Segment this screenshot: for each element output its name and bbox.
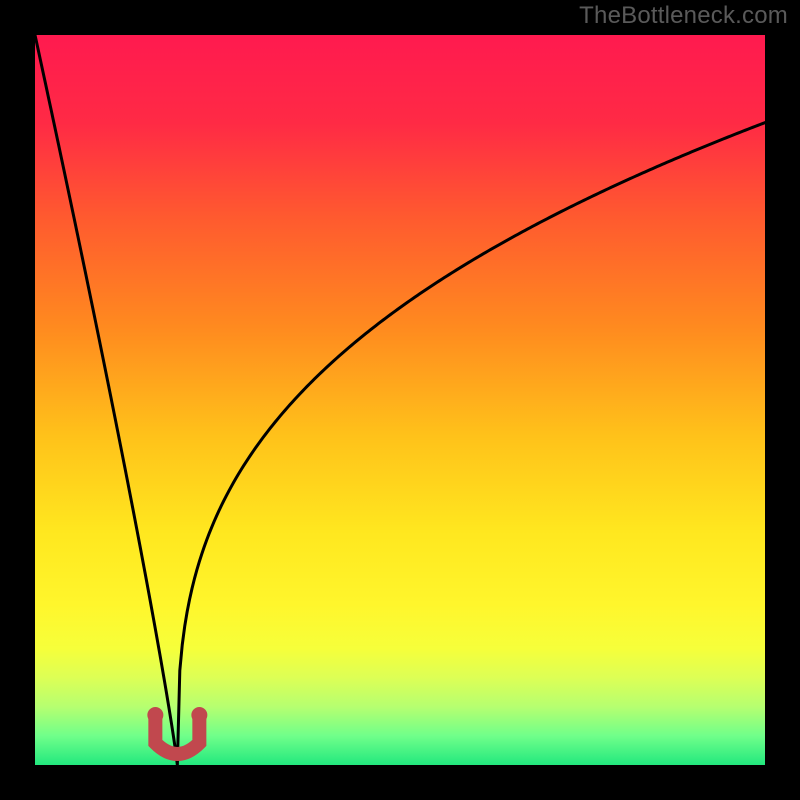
bottleneck-curve-chart [0,0,800,800]
watermark-text: TheBottleneck.com [579,2,788,30]
vertex-marker-dot-right [191,707,207,723]
vertex-marker-dot-left [147,707,163,723]
plot-background-gradient [35,35,765,765]
chart-canvas: TheBottleneck.com [0,0,800,800]
